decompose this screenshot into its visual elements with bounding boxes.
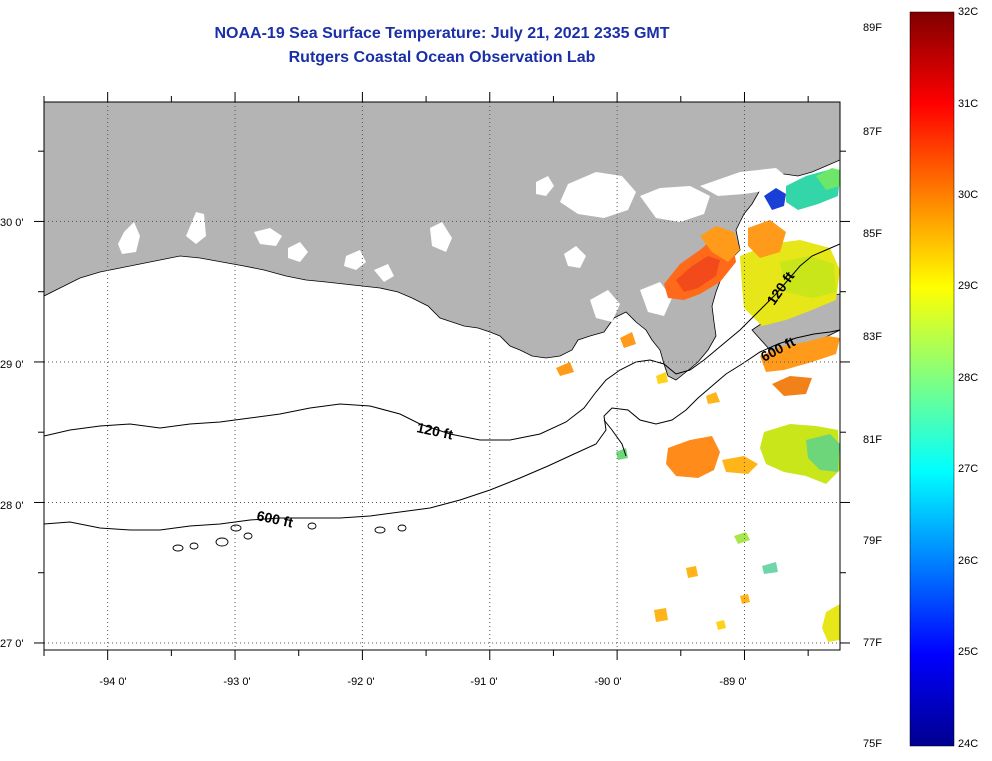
- colorbar-f-label-75: 75F: [863, 738, 882, 750]
- contour-label-600ft-west: 600 ft: [255, 507, 294, 530]
- map-plot-area: 120 ft 600 ft 120 ft 600 ft: [44, 102, 840, 650]
- sst-patch-small-8: [686, 566, 698, 578]
- map-subtitle: Rutgers Coastal Ocean Observation Lab: [288, 49, 596, 66]
- sst-patch-small-1: [556, 362, 574, 376]
- reef-contour-5: [243, 532, 253, 540]
- sst-patch-small-9: [654, 608, 668, 622]
- sst-patch-small-3: [656, 372, 668, 384]
- inland-water-5: [344, 250, 366, 270]
- colorbar-c-label-31: 31C: [958, 98, 979, 110]
- sst-patch-orange-shelf: [760, 336, 840, 372]
- sst-patch-small-11: [822, 604, 840, 642]
- colorbar-f-label-83: 83F: [863, 331, 882, 343]
- sst-patch-east-2: [780, 256, 836, 298]
- sst-patch-small-12: [716, 620, 726, 630]
- colorbar-c-label-30: 30C: [958, 189, 979, 201]
- contour-600ft: [44, 329, 840, 531]
- reef-contour-1: [172, 544, 184, 552]
- map-ticks: [34, 92, 850, 660]
- sst-patch-east-orange: [748, 220, 786, 258]
- barataria-water: [590, 290, 620, 322]
- reef-contour-6: [374, 526, 386, 534]
- sst-patch-shelf-orange-2: [772, 376, 812, 396]
- contour-120ft: [44, 243, 840, 441]
- colorbar: [909, 11, 955, 747]
- contour-label-120ft-west: 120 ft: [415, 419, 454, 442]
- contour-600ft-spur: [603, 419, 627, 457]
- lat-label-29: 29 0': [0, 359, 24, 371]
- lat-label-30: 30 0': [0, 217, 24, 229]
- inland-water-7: [430, 222, 452, 252]
- inland-water-4: [288, 242, 308, 262]
- sst-patch-south-mid-2: [722, 456, 758, 474]
- colorbar-c-label-27: 27C: [958, 463, 979, 475]
- lon-label-94: -94 0': [99, 676, 127, 688]
- reef-contour-4: [230, 524, 242, 532]
- reef-contour-3: [215, 537, 229, 547]
- colorbar-f-label-79: 79F: [863, 535, 882, 547]
- sst-patch-blue: [764, 188, 786, 210]
- colorbar-f-label-89: 89F: [863, 22, 882, 34]
- lon-label-93: -93 0': [223, 676, 251, 688]
- colorbar-c-label-24: 24C: [958, 738, 979, 750]
- lon-label-90: -90 0': [594, 676, 622, 688]
- reef-contour-2: [189, 542, 199, 550]
- sst-patch-south-east-green: [806, 434, 840, 472]
- inland-water-6: [374, 264, 394, 282]
- reef-contour-7: [397, 524, 407, 532]
- colorbar-f-label-81: 81F: [863, 434, 882, 446]
- lon-label-92: -92 0': [347, 676, 375, 688]
- colorbar-f-label-87: 87F: [863, 126, 882, 138]
- sst-patch-green-ne: [816, 168, 840, 190]
- inland-water-1: [118, 222, 140, 254]
- sst-patch-delta-edge: [700, 226, 740, 262]
- map-title: NOAA-19 Sea Surface Temperature: July 21…: [214, 25, 670, 42]
- lake-maurepas: [536, 176, 554, 196]
- sst-patch-small-6: [734, 532, 750, 544]
- colorbar-f-label-77: 77F: [863, 637, 882, 649]
- map-frame: [43, 101, 841, 651]
- graticule: [44, 102, 840, 650]
- reef-contour-8: [307, 522, 317, 530]
- colorbar-c-label-29: 29C: [958, 280, 979, 292]
- inland-water-2: [186, 212, 206, 244]
- inland-water-9: [640, 186, 710, 222]
- colorbar-c-label-28: 28C: [958, 372, 979, 384]
- lat-label-27: 27 0': [0, 638, 24, 650]
- inland-water-8: [564, 246, 586, 268]
- sst-patch-small-7: [762, 562, 778, 574]
- lat-label-28: 28 0': [0, 500, 24, 512]
- colorbar-c-label-26: 26C: [958, 555, 979, 567]
- sst-patch-delta-core: [676, 256, 720, 292]
- colorbar-c-label-25: 25C: [958, 646, 979, 658]
- inland-water-3: [254, 228, 282, 246]
- lon-label-89: -89 0': [719, 676, 747, 688]
- delta-water: [640, 282, 672, 316]
- sst-patch-small-5: [616, 448, 628, 460]
- sst-patch-small-4: [706, 392, 720, 404]
- colorbar-f-label-85: 85F: [863, 228, 882, 240]
- sst-patch-small-10: [740, 594, 750, 604]
- lon-label-91: -91 0': [470, 676, 498, 688]
- colorbar-c-label-32: 32C: [958, 6, 979, 18]
- sst-patch-south-mid: [666, 436, 720, 478]
- sst-patch-small-2: [620, 332, 636, 348]
